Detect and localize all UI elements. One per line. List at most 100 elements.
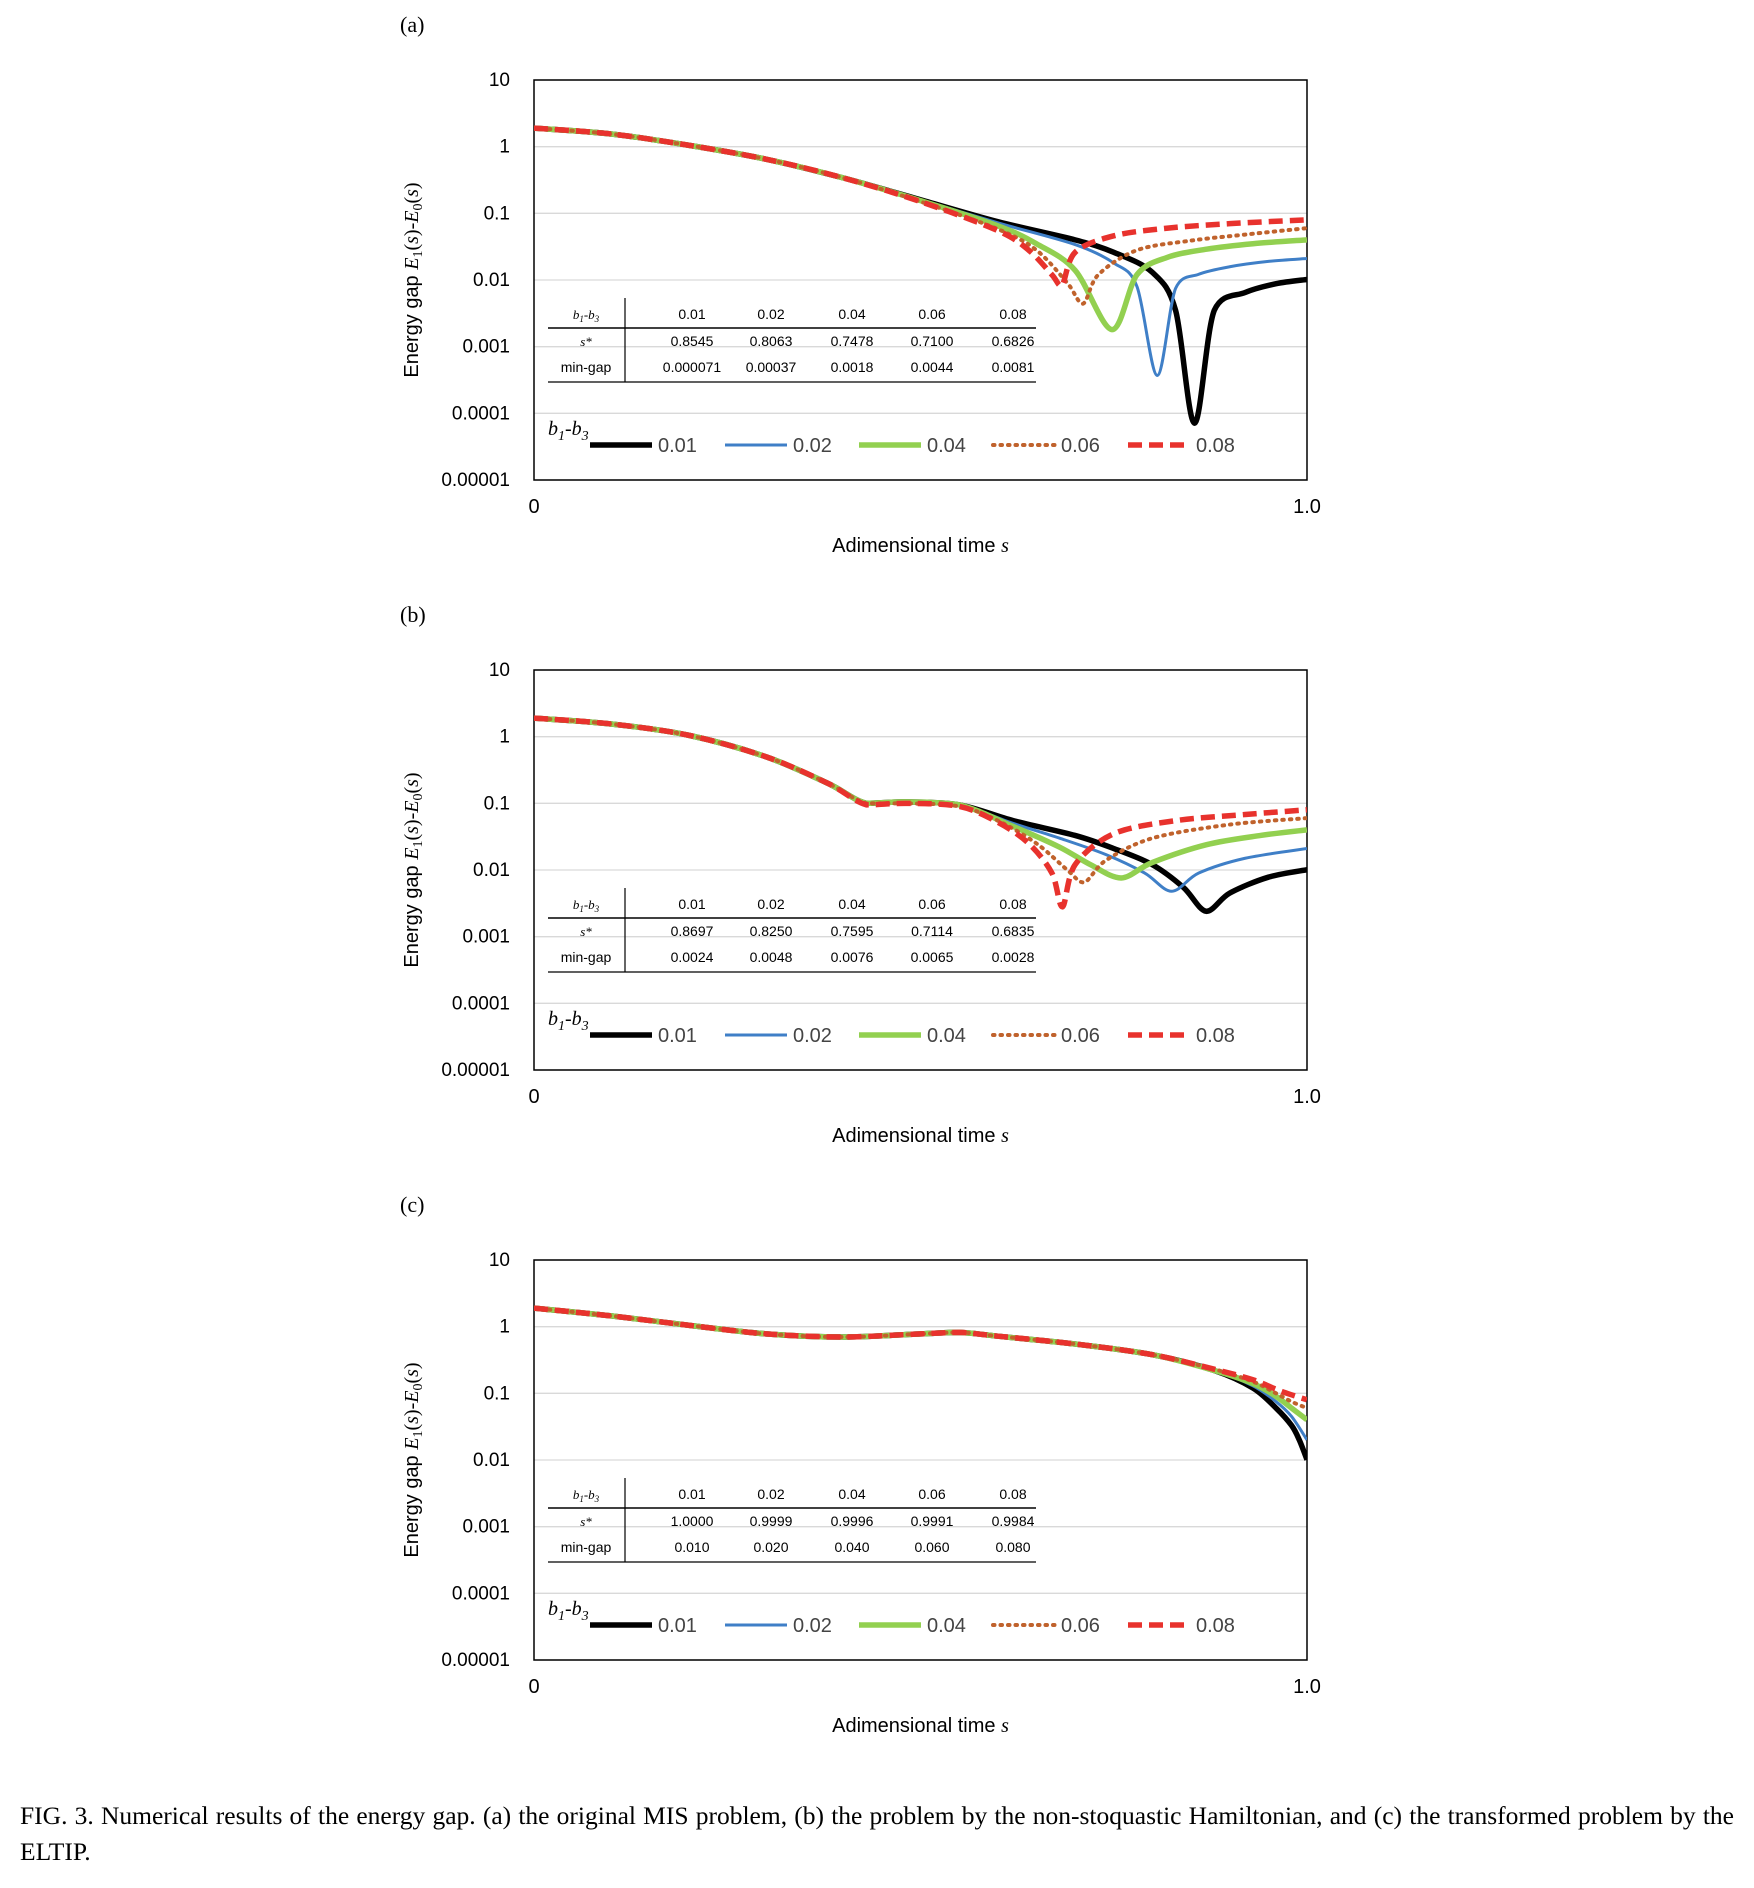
y-axis-label: Energy gap E1(s)-E0(s) [401, 182, 426, 377]
table-cell-s-star: 0.6835 [992, 923, 1035, 939]
y-tick-label: 0.1 [484, 793, 510, 814]
series-line-0.01 [534, 1305, 1307, 1461]
legend-label: 0.02 [793, 1025, 832, 1047]
legend-label: 0.08 [1196, 1025, 1235, 1047]
legend-label: 0.01 [658, 1615, 697, 1637]
legend-title: b1-b3 [548, 1008, 589, 1034]
chart-panel-b: (b) 10 1 0.1 0.01 0.001 0.0001 0.00001 0 1.0 Adime… [400, 602, 1321, 1147]
series-line-0.06 [534, 716, 1307, 885]
series-line-0.08 [534, 1305, 1307, 1403]
y-tick-label: 10 [489, 70, 510, 91]
y-axis-label: Energy gap E1(s)-E0(s) [401, 772, 426, 967]
panel-label: (a) [400, 12, 424, 37]
y-tick-label: 0.00001 [441, 1650, 510, 1671]
series-line-0.08 [534, 715, 1307, 910]
legend: b1-b3 0.01 0.02 0.04 0.06 0.08 [548, 1598, 1235, 1637]
table-row-header: s* [580, 1514, 592, 1529]
legend-label: 0.06 [1061, 1615, 1100, 1637]
table-cell-min-gap: 0.080 [995, 1539, 1030, 1555]
table-cell-s-star: 1.0000 [671, 1513, 714, 1529]
table-cell-min-gap: 0.020 [753, 1539, 788, 1555]
legend-label: 0.01 [658, 435, 697, 457]
table-cell-min-gap: 0.0018 [831, 359, 874, 375]
y-tick-label: 0.01 [473, 860, 510, 881]
table-cell-s-star: 0.6826 [992, 333, 1035, 349]
legend-label: 0.08 [1196, 1615, 1235, 1637]
results-table: b1-b3 s* min-gap 0.01 0.8545 0.000071 0.02 0.80… [548, 298, 1036, 383]
y-tick-label: 0.0001 [452, 993, 510, 1014]
series-line-0.01 [534, 715, 1307, 915]
table-cell-min-gap: 0.000071 [663, 359, 722, 375]
table-column-header: 0.01 [678, 896, 705, 912]
y-tick-label: 0.001 [462, 927, 510, 948]
legend-label: 0.04 [927, 435, 966, 457]
y-tick-label: 0.0001 [452, 1583, 510, 1604]
table-row-header: b1-b3 [573, 307, 600, 324]
series-line-0.04 [534, 715, 1307, 881]
panel-label: (c) [400, 1192, 424, 1217]
y-tick-label: 0.001 [462, 1517, 510, 1538]
table-column-header: 0.02 [757, 1486, 784, 1502]
table-cell-s-star: 0.9984 [992, 1513, 1035, 1529]
y-tick-label: 0.01 [473, 1450, 510, 1471]
legend-label: 0.06 [1061, 1025, 1100, 1047]
x-tick-label: 1.0 [1293, 1086, 1321, 1108]
y-tick-label: 1 [499, 137, 510, 158]
legend-label: 0.02 [793, 435, 832, 457]
table-cell-s-star: 0.8250 [750, 923, 793, 939]
results-table: b1-b3 s* min-gap 0.01 0.8697 0.0024 0.02 0.8250… [548, 888, 1036, 973]
table-column-header: 0.01 [678, 1486, 705, 1502]
table-cell-s-star: 0.8063 [750, 333, 793, 349]
table-column-header: 0.06 [918, 306, 945, 322]
table-cell-min-gap: 0.0044 [911, 359, 954, 375]
x-axis-label: Adimensional time s [832, 1715, 1009, 1737]
table-row-header: s* [580, 924, 592, 939]
y-tick-label: 10 [489, 660, 510, 681]
table-row-header: s* [580, 334, 592, 349]
legend-label: 0.01 [658, 1025, 697, 1047]
table-cell-min-gap: 0.0024 [671, 949, 714, 965]
table-cell-min-gap: 0.0065 [911, 949, 954, 965]
table-cell-min-gap: 0.0076 [831, 949, 874, 965]
y-tick-label: 0.00001 [441, 1060, 510, 1081]
x-axis-label: Adimensional time s [832, 535, 1009, 557]
x-tick-label: 0 [528, 1676, 539, 1698]
legend-label: 0.08 [1196, 435, 1235, 457]
legend-label: 0.02 [793, 1615, 832, 1637]
x-tick-label: 0 [528, 1086, 539, 1108]
y-tick-label: 10 [489, 1250, 510, 1271]
table-cell-s-star: 0.8697 [671, 923, 714, 939]
legend: b1-b3 0.01 0.02 0.04 0.06 0.08 [548, 1008, 1235, 1047]
table-cell-s-star: 0.7478 [831, 333, 874, 349]
series-line-0.06 [534, 126, 1307, 306]
table-column-header: 0.04 [838, 1486, 865, 1502]
y-tick-label: 0.1 [484, 203, 510, 224]
table-cell-s-star: 0.7100 [911, 333, 954, 349]
table-row-header: min-gap [561, 949, 612, 965]
table-cell-min-gap: 0.0028 [992, 949, 1035, 965]
table-column-header: 0.04 [838, 896, 865, 912]
table-cell-min-gap: 0.0048 [750, 949, 793, 965]
y-tick-label: 0.1 [484, 1383, 510, 1404]
table-cell-s-star: 0.7114 [911, 923, 953, 939]
y-tick-label: 1 [499, 1317, 510, 1338]
table-column-header: 0.08 [999, 306, 1026, 322]
x-tick-label: 1.0 [1293, 1676, 1321, 1698]
results-table: b1-b3 s* min-gap 0.01 1.0000 0.010 0.02 0.9999 0… [548, 1478, 1036, 1563]
chart-panel-a: (a) 10 1 0.1 0.01 0.001 0.0001 0.00001 0 1.0 Adime… [400, 12, 1321, 557]
legend-label: 0.04 [927, 1615, 966, 1637]
table-column-header: 0.06 [918, 1486, 945, 1502]
table-column-header: 0.08 [999, 1486, 1026, 1502]
table-column-header: 0.06 [918, 896, 945, 912]
series-line-0.02 [534, 1306, 1307, 1441]
legend-label: 0.04 [927, 1025, 966, 1047]
table-cell-s-star: 0.8545 [671, 333, 714, 349]
y-tick-label: 0.001 [462, 337, 510, 358]
table-column-header: 0.02 [757, 306, 784, 322]
table-cell-s-star: 0.7595 [831, 923, 874, 939]
table-cell-min-gap: 0.0081 [992, 359, 1035, 375]
x-axis-label: Adimensional time s [832, 1125, 1009, 1147]
table-column-header: 0.01 [678, 306, 705, 322]
x-tick-label: 0 [528, 496, 539, 518]
figure-caption: FIG. 3. Numerical results of the energy … [20, 1801, 1734, 1866]
